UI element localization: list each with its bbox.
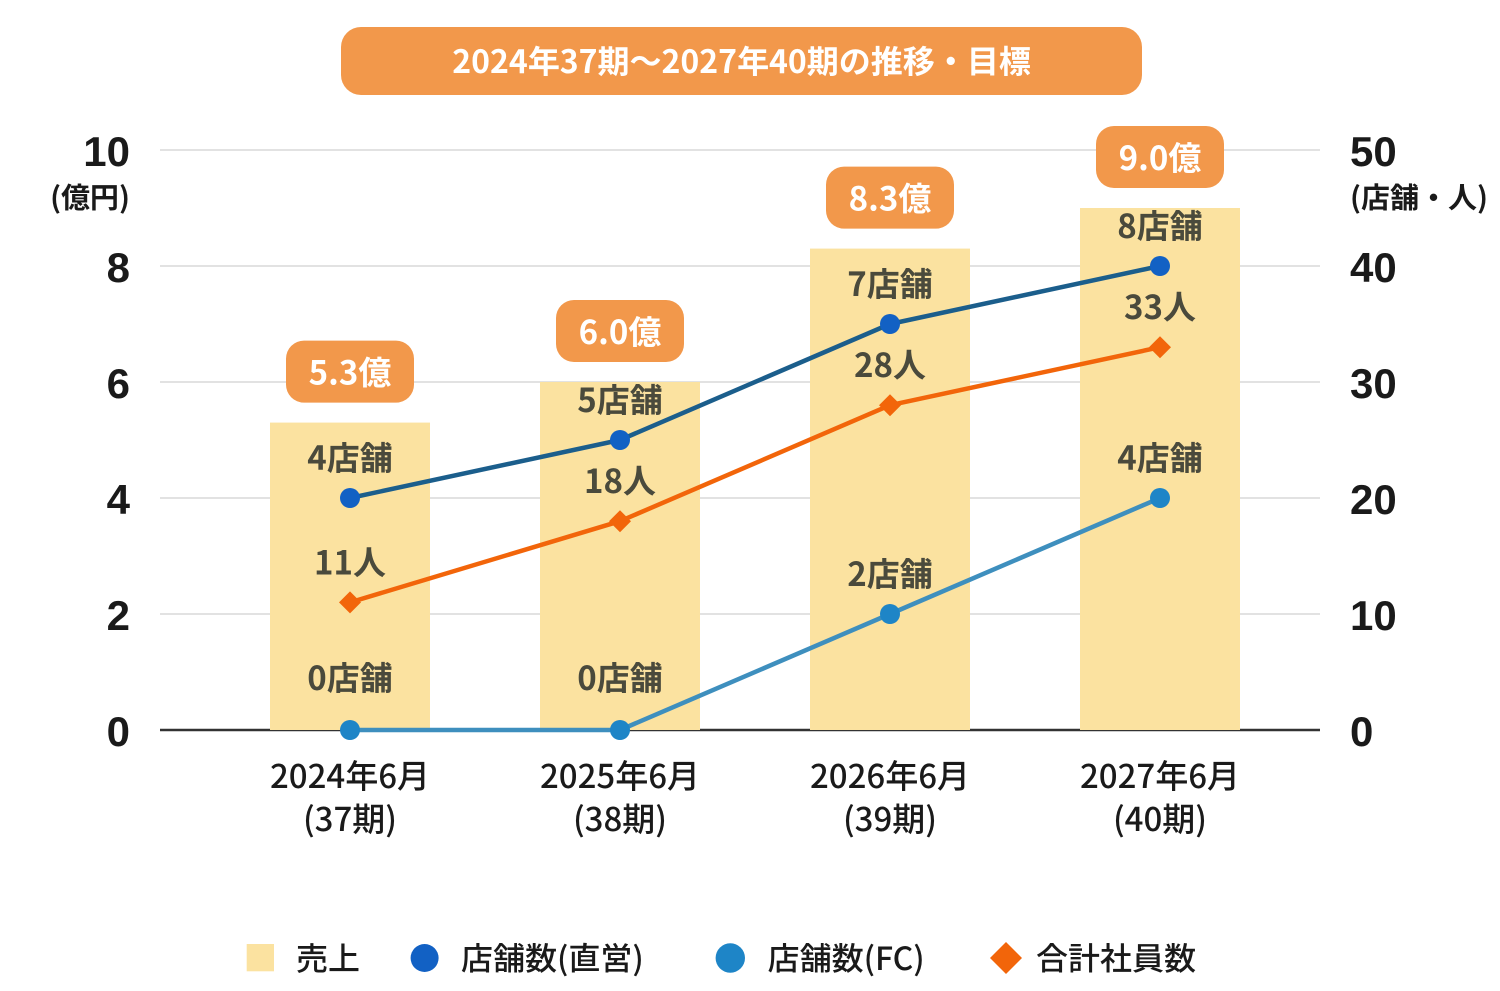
svg-text:4: 4 [107, 476, 131, 523]
svg-text:5.3億: 5.3億 [309, 347, 392, 395]
svg-text:(億円): (億円) [50, 175, 130, 217]
svg-text:8.3億: 8.3億 [849, 173, 932, 221]
svg-text:店舗数(直営): 店舗数(直営) [461, 934, 644, 980]
svg-text:30: 30 [1350, 360, 1397, 407]
svg-text:0店舗: 0店舗 [577, 652, 662, 700]
svg-text:2027年6月: 2027年6月 [1080, 750, 1240, 798]
svg-text:2024年37期〜2027年40期の推移・目標: 2024年37期〜2027年40期の推移・目標 [452, 37, 1031, 83]
svg-text:7店舗: 7店舗 [847, 258, 932, 306]
svg-text:4店舗: 4店舗 [307, 432, 392, 480]
svg-text:6.0億: 6.0億 [579, 306, 662, 354]
svg-text:売上: 売上 [296, 934, 360, 980]
svg-text:9.0億: 9.0億 [1119, 132, 1202, 180]
svg-text:2024年6月: 2024年6月 [270, 750, 430, 798]
svg-text:(37期): (37期) [303, 793, 397, 841]
svg-text:(39期): (39期) [843, 793, 937, 841]
svg-text:40: 40 [1350, 244, 1397, 291]
svg-text:(40期): (40期) [1113, 793, 1207, 841]
svg-text:2店舗: 2店舗 [847, 548, 932, 596]
svg-text:店舗数(FC): 店舗数(FC) [768, 934, 925, 980]
svg-text:50: 50 [1350, 128, 1397, 175]
svg-text:2: 2 [107, 592, 130, 639]
svg-text:4店舗: 4店舗 [1117, 432, 1202, 480]
svg-text:28人: 28人 [854, 339, 926, 387]
svg-text:11人: 11人 [314, 536, 386, 584]
svg-text:10: 10 [83, 128, 130, 175]
svg-text:2026年6月: 2026年6月 [810, 750, 970, 798]
svg-text:0: 0 [107, 708, 130, 755]
svg-text:(店舗・人): (店舗・人) [1350, 175, 1488, 217]
svg-text:10: 10 [1350, 592, 1397, 639]
svg-text:0店舗: 0店舗 [307, 652, 392, 700]
svg-text:5店舗: 5店舗 [577, 374, 662, 422]
svg-text:(38期): (38期) [573, 793, 667, 841]
svg-text:0: 0 [1350, 708, 1373, 755]
svg-text:20: 20 [1350, 476, 1397, 523]
svg-text:33人: 33人 [1124, 281, 1196, 329]
svg-text:2025年6月: 2025年6月 [540, 750, 700, 798]
svg-text:8店舗: 8店舗 [1117, 200, 1202, 248]
svg-text:18人: 18人 [584, 455, 656, 503]
svg-text:8: 8 [107, 244, 130, 291]
svg-text:6: 6 [107, 360, 130, 407]
svg-text:合計社員数: 合計社員数 [1036, 934, 1196, 980]
